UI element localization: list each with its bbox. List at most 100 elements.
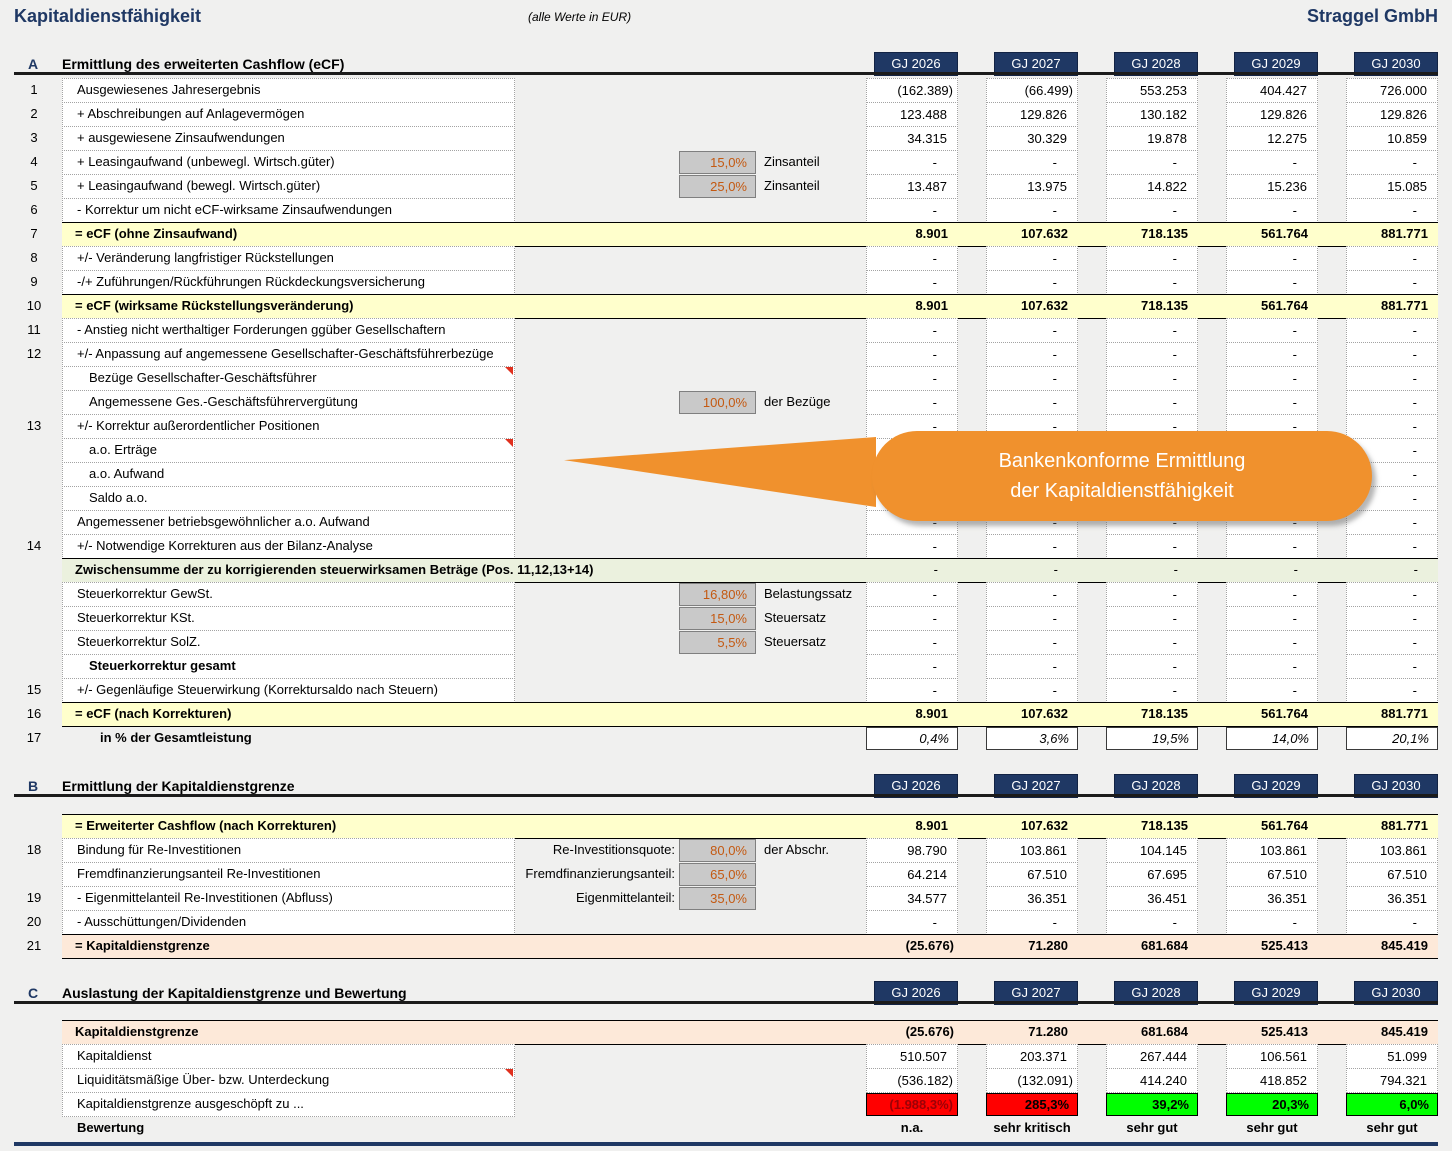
row-number: 13 [26, 418, 42, 433]
value-cell: - [1346, 366, 1438, 391]
value-cell: - [866, 678, 958, 703]
row-label: Kapitaldienstgrenze ausgeschöpft zu ... [77, 1096, 304, 1111]
value-cell: - [986, 582, 1078, 607]
value-cell: - [1106, 198, 1198, 223]
row-label: - Ausschüttungen/Dividenden [77, 914, 247, 929]
value-cell: - [866, 246, 958, 271]
percent-input[interactable]: 80,0% [679, 839, 756, 862]
row-number: 3 [30, 130, 38, 145]
row-number: 20 [26, 914, 42, 929]
row-label: Kapitaldienst [77, 1048, 152, 1063]
percent-input[interactable]: 100,0% [679, 391, 756, 414]
table-row: 16 = eCF (nach Korrekturen) 8.901 107.632 71… [0, 702, 1452, 727]
row-label: in % der Gesamtleistung [100, 730, 252, 745]
row-number: 19 [26, 890, 42, 905]
row-label: Bindung für Re-Investitionen [77, 842, 242, 857]
percent-input[interactable]: 35,0% [679, 887, 756, 910]
row-label: + ausgewiesene Zinsaufwendungen [77, 130, 285, 145]
value-cell: - [1346, 910, 1438, 935]
row-label: Liquiditätsmäßige Über- bzw. Unterdeckun… [77, 1072, 330, 1087]
value-cell: - [866, 534, 958, 559]
row-label: a.o. Erträge [89, 442, 157, 457]
value-cell: 98.790 [866, 838, 958, 863]
percent-input[interactable]: 16,80% [679, 583, 756, 606]
row-label: Steuerkorrektur SolZ. [77, 634, 201, 649]
value-cell: - [1413, 562, 1418, 577]
table-row: Steuerkorrektur GewSt. 16,80% Belastungssa… [0, 582, 1452, 607]
row-label: Angemessener betriebsgewöhnlicher a.o. A… [77, 514, 370, 529]
percent-label: Re-Investitionsquote: [552, 842, 675, 857]
row-label: Ausgewiesenes Jahresergebnis [77, 82, 261, 97]
row-number: 15 [26, 682, 42, 697]
value-cell: - [1346, 150, 1438, 175]
value-cell: - [1106, 150, 1198, 175]
value-cell: 34.577 [866, 886, 958, 911]
row-label: Zwischensumme der zu korrigierenden steu… [75, 562, 594, 577]
percent-input[interactable]: 15,0% [679, 607, 756, 630]
value-cell: - [1226, 910, 1318, 935]
value-cell: - [933, 562, 938, 577]
value-cell: - [1346, 534, 1438, 559]
value-cell: sehr gut [1126, 1120, 1178, 1135]
section-c-letter: C [28, 985, 39, 1001]
value-cell: n.a. [900, 1120, 924, 1135]
section-divider [14, 794, 1438, 797]
percent-label: Belastungssatz [764, 586, 853, 601]
table-row: 15 +/- Gegenläufige Steuerwirkung (Korrek… [0, 678, 1452, 703]
sheet-bottom-border [14, 1142, 1438, 1146]
value-cell: (1.988,3%) [866, 1093, 958, 1116]
value-cell: - [986, 606, 1078, 631]
row-label: = Kapitaldienstgrenze [75, 938, 210, 953]
table-row: 11 - Anstieg nicht werthaltiger Forderung… [0, 318, 1452, 343]
row-label: + Abschreibungen auf Anlagevermögen [77, 106, 305, 121]
value-cell: - [866, 198, 958, 223]
value-cell: 3,6% [986, 727, 1078, 750]
row-number: 6 [30, 202, 38, 217]
value-cell: 881.771 [1381, 226, 1428, 241]
value-cell: 726.000 [1346, 78, 1438, 103]
percent-input[interactable]: 15,0% [679, 151, 756, 174]
value-cell: 561.764 [1261, 818, 1308, 833]
value-cell: - [986, 390, 1078, 415]
row-label: + Leasingaufwand (unbewegl. Wirtsch.güte… [77, 154, 335, 169]
value-cell: - [1346, 198, 1438, 223]
value-cell: 123.488 [866, 102, 958, 127]
row-label: +/- Korrektur außerordentlicher Position… [77, 418, 320, 433]
comment-indicator [505, 367, 513, 375]
value-cell: - [1346, 414, 1438, 439]
percent-label: Steuersatz [764, 634, 827, 649]
value-cell: 107.632 [1021, 226, 1068, 241]
percent-input[interactable]: 65,0% [679, 863, 756, 886]
value-cell: 8.901 [915, 226, 948, 241]
row-label: Steuerkorrektur gesamt [89, 658, 236, 673]
table-row: Steuerkorrektur KSt. 15,0% Steuersatz - - - - - [0, 606, 1452, 631]
row-label: -/+ Zuführungen/Rückführungen Rückdeckun… [77, 274, 425, 289]
value-cell: - [1346, 654, 1438, 679]
value-cell: 103.861 [986, 838, 1078, 863]
percent-input[interactable]: 5,5% [679, 631, 756, 654]
row-label: = eCF (ohne Zinsaufwand) [75, 226, 238, 241]
value-cell: 881.771 [1381, 818, 1428, 833]
value-cell: - [1106, 318, 1198, 343]
summary-band [62, 814, 1438, 839]
value-cell: - [1226, 150, 1318, 175]
value-cell: 64.214 [866, 862, 958, 887]
table-row: Kapitaldienstgrenze ausgeschöpft zu ... (… [0, 1092, 1452, 1117]
value-cell: - [1346, 606, 1438, 631]
table-row: Steuerkorrektur SolZ. 5,5% Steuersatz - - - - - [0, 630, 1452, 655]
percent-input[interactable]: 25,0% [679, 175, 756, 198]
value-cell: 404.427 [1226, 78, 1318, 103]
value-cell: 203.371 [986, 1044, 1078, 1069]
row-label: Fremdfinanzierungsanteil Re-Investitione… [77, 866, 321, 881]
table-row: 8 +/- Veränderung langfristiger Rückstell… [0, 246, 1452, 271]
row-label-cell [62, 630, 515, 655]
row-label: = eCF (nach Korrekturen) [75, 706, 232, 721]
value-cell: - [866, 606, 958, 631]
value-cell: - [1346, 510, 1438, 535]
value-cell: 67.510 [1226, 862, 1318, 887]
value-cell: 104.145 [1106, 838, 1198, 863]
table-row: Zwischensumme der zu korrigierenden steu… [0, 558, 1452, 583]
table-row: Liquiditätsmäßige Über- bzw. Unterdeckun… [0, 1068, 1452, 1093]
value-cell: 39,2% [1106, 1093, 1198, 1116]
